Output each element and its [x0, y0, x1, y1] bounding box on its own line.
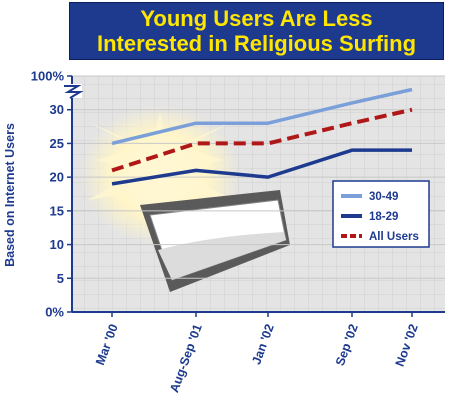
y-tick-label: 20: [50, 170, 64, 185]
y-tick-label: 15: [50, 203, 64, 218]
x-tick-label: Nov '02: [393, 322, 421, 368]
x-tick-label: Sep '02: [333, 322, 361, 367]
series-line-18-29: [111, 148, 412, 186]
x-tick-label: Mar '00: [93, 322, 121, 367]
y-tick-label: 25: [50, 136, 64, 151]
chart-title-line1: Young Users Are Less: [140, 6, 373, 31]
y-tick-labels: 0% 5 10 15 20 25 30 100%: [31, 69, 72, 320]
series-line-all-users: [111, 107, 413, 173]
axis-break-marker: [62, 84, 84, 99]
y-tick-label: 10: [50, 237, 64, 252]
y-tick-label: 100%: [31, 69, 65, 84]
y-tick-label: 30: [50, 102, 64, 117]
y-tick-label: 0%: [45, 305, 64, 320]
chart-title-box: Young Users Are Less Interested in Relig…: [69, 2, 444, 60]
x-tick-label: Jan '02: [249, 322, 276, 366]
chart-title-line2: Interested in Religious Surfing: [96, 31, 417, 56]
series-line-30-49: [111, 87, 413, 146]
x-tick-label: Aug-Sep '01: [167, 322, 205, 394]
legend-label: All Users: [369, 231, 419, 243]
y-axis-label: Based on Internet Users: [3, 123, 17, 267]
legend-label: 18-29: [369, 211, 398, 223]
x-tick-labels: Mar '00 Aug-Sep '01 Jan '02 Sep '02 Nov '02: [93, 312, 421, 394]
legend-label: 30-49: [369, 191, 398, 203]
series-lines: [111, 87, 413, 186]
y-tick-label: 5: [57, 271, 64, 286]
legend: 30-49 18-29 All Users: [332, 180, 430, 248]
